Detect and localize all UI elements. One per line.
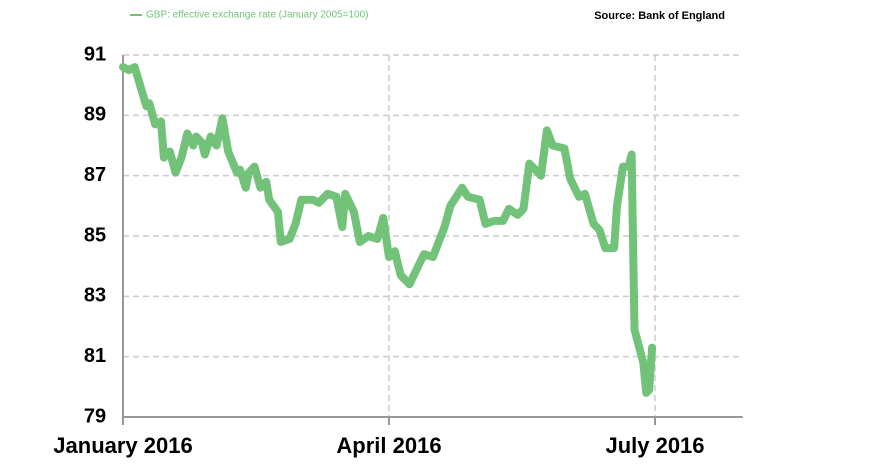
x-tick-label: July 2016 (605, 433, 704, 458)
y-tick-label: 87 (84, 164, 106, 186)
series-line (119, 63, 657, 397)
legend-label: GBP: effective exchange rate (January 20… (146, 10, 368, 21)
x-tick-label: April 2016 (336, 433, 441, 458)
y-tick-label: 83 (84, 285, 106, 307)
x-tick-label: January 2016 (53, 433, 192, 458)
y-tick-label: 89 (84, 104, 106, 126)
y-tick-label: 79 (84, 405, 106, 427)
y-tick-label: 91 (84, 43, 106, 65)
y-tick-label: 85 (84, 224, 106, 246)
y-tick-label: 81 (84, 345, 106, 367)
source: Source: Bank of England (594, 10, 725, 22)
